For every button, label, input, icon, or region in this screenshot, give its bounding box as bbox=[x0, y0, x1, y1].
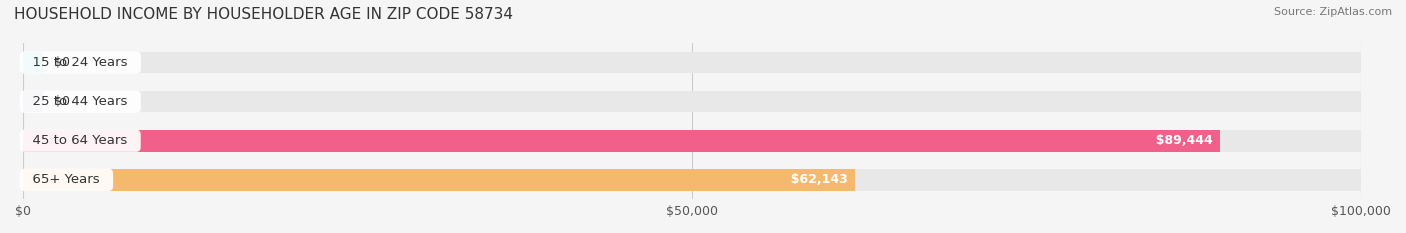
Bar bbox=[22, 130, 1361, 151]
Bar bbox=[22, 169, 855, 191]
Bar bbox=[22, 52, 44, 73]
Text: $0: $0 bbox=[53, 56, 70, 69]
Text: HOUSEHOLD INCOME BY HOUSEHOLDER AGE IN ZIP CODE 58734: HOUSEHOLD INCOME BY HOUSEHOLDER AGE IN Z… bbox=[14, 7, 513, 22]
Text: 45 to 64 Years: 45 to 64 Years bbox=[24, 134, 136, 147]
Bar bbox=[22, 91, 44, 112]
Bar bbox=[22, 169, 1361, 191]
Text: 65+ Years: 65+ Years bbox=[24, 173, 108, 186]
Text: $89,444: $89,444 bbox=[1147, 134, 1213, 147]
Bar bbox=[22, 130, 1220, 151]
Text: Source: ZipAtlas.com: Source: ZipAtlas.com bbox=[1274, 7, 1392, 17]
Bar bbox=[22, 52, 1361, 73]
Text: 25 to 44 Years: 25 to 44 Years bbox=[24, 95, 136, 108]
Text: $0: $0 bbox=[53, 95, 70, 108]
Bar bbox=[22, 91, 1361, 112]
Text: 15 to 24 Years: 15 to 24 Years bbox=[24, 56, 136, 69]
Text: $62,143: $62,143 bbox=[782, 173, 848, 186]
